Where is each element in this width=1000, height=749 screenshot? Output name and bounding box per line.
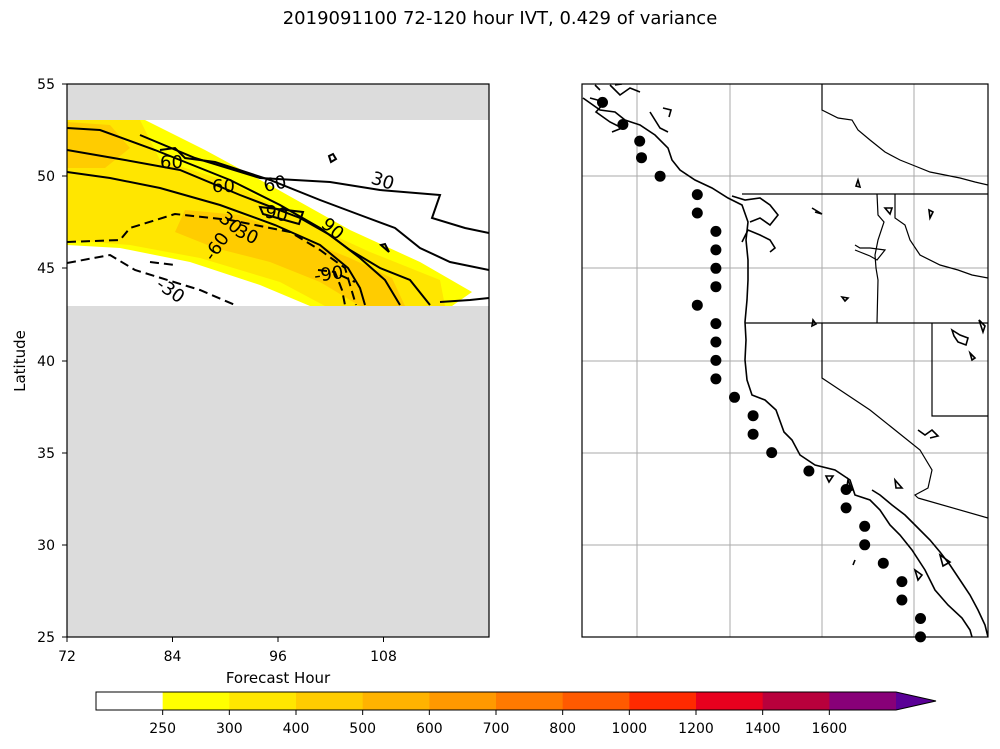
sample-point — [636, 152, 647, 164]
sample-point — [710, 373, 722, 385]
y-tick-label: 55 — [37, 77, 55, 93]
colorbar-tick-label: 400 — [283, 721, 310, 737]
sample-point — [710, 336, 722, 348]
colorbar-outline — [95, 691, 937, 711]
sample-point — [710, 318, 722, 330]
left-tick-marks — [62, 83, 384, 642]
colorbar-tick-label: 700 — [483, 721, 510, 737]
x-tick-label: 96 — [269, 649, 287, 665]
y-tick-label: 25 — [37, 630, 55, 646]
colorbar-extend-arrow — [896, 692, 936, 710]
sample-point — [617, 119, 629, 130]
sample-point — [840, 502, 852, 514]
colorbar-cell — [762, 692, 830, 710]
contour-label: -30 — [152, 274, 188, 308]
sample-point — [859, 520, 871, 532]
map-panel — [581, 83, 989, 643]
contour-label: 60 — [212, 176, 235, 197]
hovmoller-panel: 60 60 60 30 90 30 90 30 -60 -90 -30 72 8… — [11, 77, 490, 687]
missing-data-bottom — [67, 306, 489, 637]
y-tick-label: 45 — [37, 261, 55, 277]
missing-data-top — [67, 84, 489, 120]
sample-point — [766, 447, 778, 459]
sample-point — [840, 484, 852, 495]
contour-label: 60 — [160, 152, 183, 173]
sample-point — [803, 465, 815, 477]
colorbar-tick-label: 1600 — [812, 721, 848, 737]
figure-title: 2019091100 72-120 hour IVT, 0.429 of var… — [282, 8, 718, 29]
colorbar-tick-label: 1400 — [745, 721, 781, 737]
colorbar-cell — [429, 692, 497, 710]
colorbar-tick-label: 250 — [149, 721, 176, 737]
colorbar-tick-label: 1000 — [612, 721, 648, 737]
y-tick-label: 50 — [37, 169, 55, 185]
colorbar-tick-label: 600 — [416, 721, 443, 737]
colorbar-cell — [629, 692, 697, 710]
colorbar-cell — [162, 692, 230, 710]
colorbar-cell — [496, 692, 564, 710]
colorbar-cell — [362, 692, 430, 710]
colorbar-cell — [829, 692, 897, 710]
sample-point — [747, 410, 759, 422]
colorbar-tick-label: 800 — [549, 721, 576, 737]
colorbar-cell — [229, 692, 297, 710]
sample-point — [691, 189, 703, 201]
sample-point — [915, 613, 926, 624]
map-gridlines — [582, 84, 988, 637]
contour-label: 60 — [262, 172, 289, 197]
colorbar-tick-label: 1200 — [678, 721, 714, 737]
sample-point — [896, 594, 908, 606]
y-axis-label: Latitude — [11, 330, 29, 392]
x-axis-label: Forecast Hour — [226, 669, 331, 687]
colorbar-cell — [96, 692, 164, 710]
ivt-fill-400 — [67, 122, 405, 306]
y-tick-labels: 25 30 35 40 45 50 55 — [37, 77, 55, 646]
colorbar-cell — [562, 692, 630, 710]
sample-point — [710, 262, 722, 274]
contour-label: 90 — [263, 201, 290, 226]
sample-point — [710, 244, 722, 256]
x-tick-label: 108 — [370, 649, 397, 665]
contours-solid — [67, 127, 489, 306]
x-tick-label: 72 — [58, 649, 76, 665]
y-tick-label: 30 — [37, 538, 55, 554]
contours-dashed — [67, 212, 357, 306]
colorbar: 250 300 400 500 600 700 800 1000 1200 1400 1600 — [95, 691, 937, 737]
x-tick-label: 84 — [164, 649, 182, 665]
right-axes-frame — [581, 83, 989, 638]
colorbar-tick-label: 500 — [349, 721, 376, 737]
y-tick-label: 40 — [37, 354, 55, 370]
colorbar-tick-label: 300 — [216, 721, 243, 737]
sample-point — [654, 170, 666, 182]
sample-point — [710, 354, 722, 366]
sample-point — [859, 539, 871, 551]
sample-point — [710, 281, 722, 293]
y-tick-label: 35 — [37, 446, 55, 462]
sample-point — [597, 96, 608, 108]
sample-points — [597, 96, 926, 643]
sample-point — [729, 391, 740, 403]
contour-label: -90 — [313, 262, 345, 287]
colorbar-cell — [296, 692, 364, 710]
sample-point — [691, 299, 703, 311]
sample-point — [877, 557, 889, 569]
x-tick-labels: 72 84 96 108 — [58, 649, 397, 665]
sample-point — [634, 135, 646, 147]
sample-point — [747, 428, 759, 440]
sample-point — [896, 576, 908, 588]
sample-point — [710, 225, 722, 237]
sample-point — [691, 207, 703, 219]
colorbar-cell — [696, 692, 764, 710]
map-borders — [742, 84, 988, 519]
